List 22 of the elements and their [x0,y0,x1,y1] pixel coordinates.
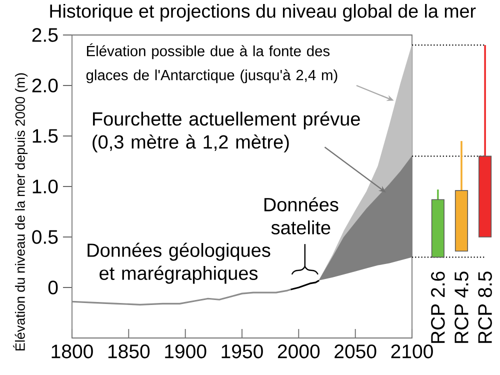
x-tick-label: 1850 [108,344,150,358]
x-tick-label: RCP 2.6 [431,272,445,343]
y-tick-label: 2.0 [32,78,58,92]
y-tick-label: 0.5 [32,230,58,244]
chart-title: Historique et projections du niveau global de la mer [50,4,476,22]
x-tick-label: 2100 [391,344,433,358]
y-tick-label: 0 [48,280,58,294]
y-tick-label: 1.5 [32,129,58,143]
y-axis-title: Élévation du niveau de la mer depuis 2000 (m) [13,73,28,350]
x-tick-label: 2000 [278,344,320,358]
annotation: Données satelite [264,197,338,234]
x-tick-label: 2050 [334,344,376,358]
annotation: Données géologiques et marégraphiques [88,242,270,284]
x-tick-label: 1800 [52,344,93,358]
x-tick-label: RCP 8.5 [478,272,492,343]
annotation: Fourchette actuellement prévue (0,3 mètre à 1,2 mètre) [92,112,360,152]
y-tick-label: 2.5 [32,28,58,42]
y-tick-label: 1.0 [32,180,58,194]
annotation: Élévation possible due à la fonte des glaces de l'Antarctique (jusqu'à 2,4 m) [86,43,338,84]
x-tick-label: 1900 [165,344,206,358]
x-tick-label: 1950 [222,344,263,358]
x-tick-label: RCP 4.5 [454,272,468,343]
